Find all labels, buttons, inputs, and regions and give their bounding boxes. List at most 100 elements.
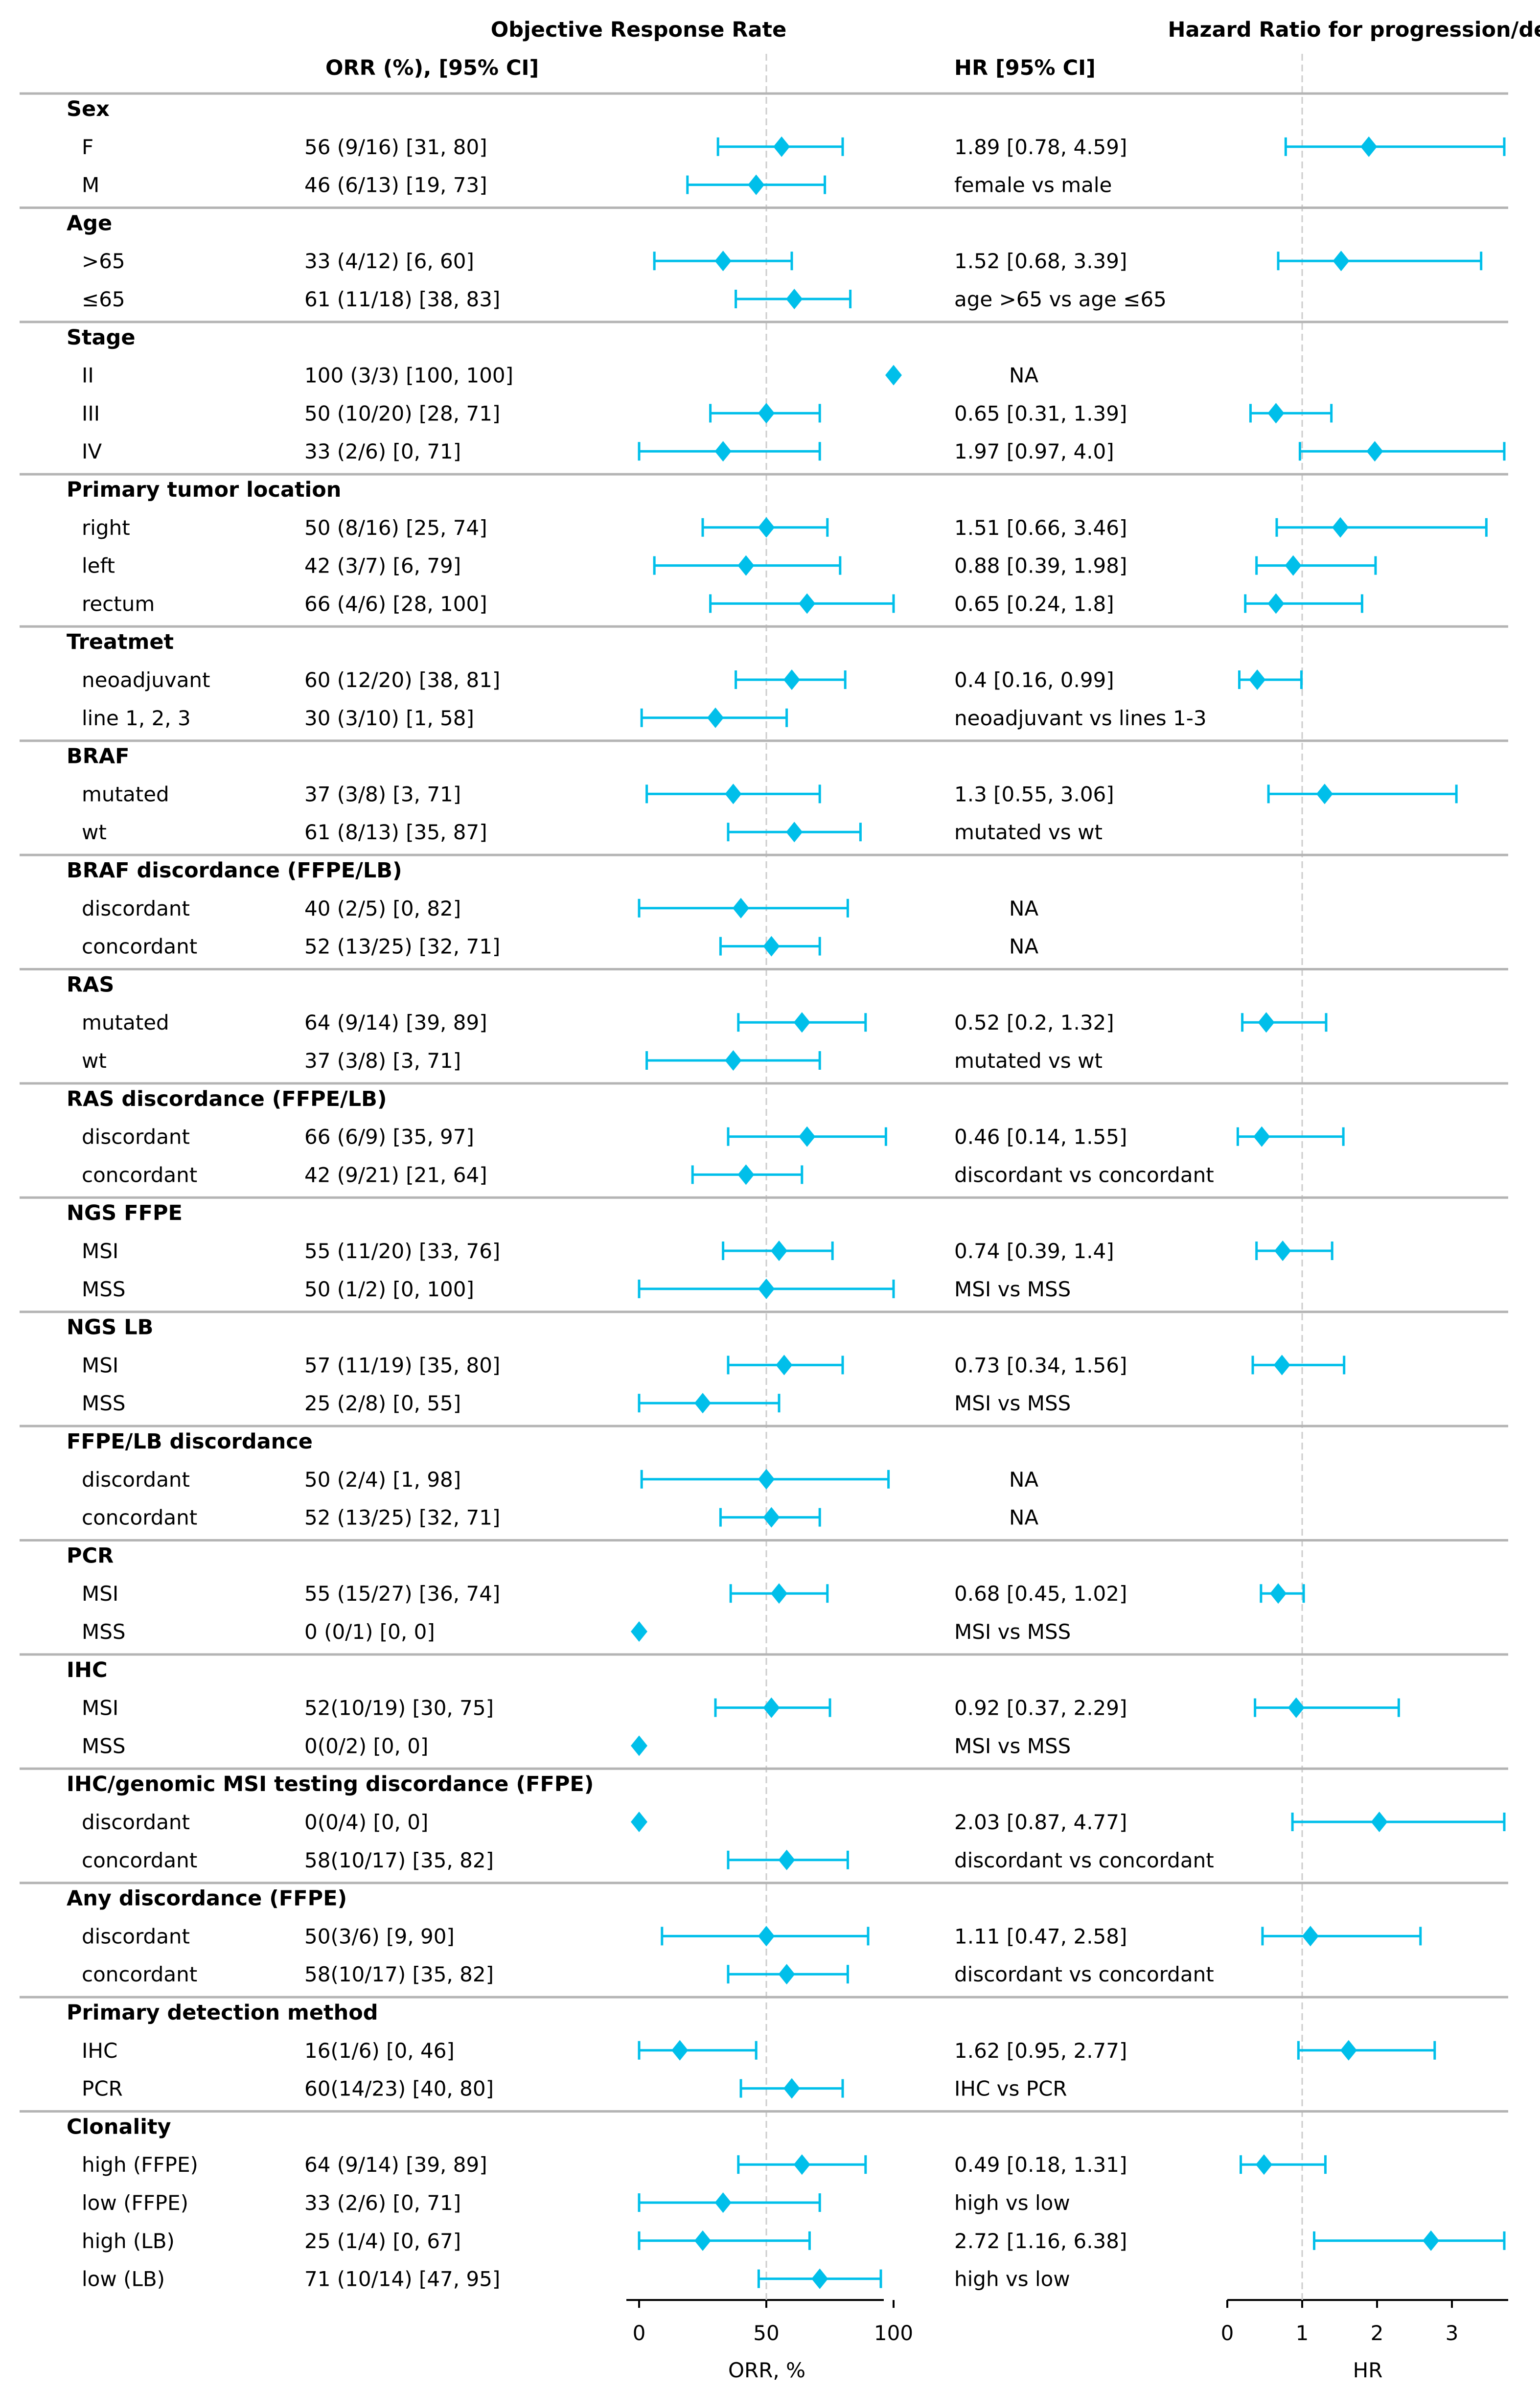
hr-value-text: 1.62 [0.95, 2.77] [954, 2039, 1127, 2063]
orr-value-text: 66 (4/6) [28, 100] [304, 592, 487, 616]
hr-value-text: 1.3 [0.55, 3.06] [954, 782, 1114, 806]
orr-point-marker [778, 1964, 795, 1985]
row-label: rectum [82, 592, 155, 616]
row-label: right [82, 516, 130, 540]
orr-point-marker [737, 555, 755, 576]
row-label: concordant [82, 1962, 197, 1986]
orr-point-marker [799, 1126, 816, 1147]
orr-point-marker [737, 1164, 755, 1185]
hr-column-header: HR [95% CI] [954, 56, 1096, 80]
hr-value-text: NA [1009, 935, 1038, 959]
row-label: concordant [82, 1506, 197, 1530]
hr-value-text: 0.46 [0.14, 1.55] [954, 1125, 1127, 1149]
orr-value-text: 50 (1/2) [0, 100] [304, 1277, 474, 1301]
orr-value-text: 37 (3/8) [3, 71] [304, 782, 461, 806]
orr-value-text: 25 (2/8) [0, 55] [304, 1391, 461, 1415]
orr-value-text: 16(1/6) [0, 46] [304, 2039, 455, 2063]
orr-point-marker [771, 1583, 787, 1604]
group-title: IHC [67, 1658, 108, 1682]
group-title: NGS FFPE [67, 1201, 183, 1225]
forest-body: Sex F 56 (9/16) [31, 80] 1.89 [0.78, 4.59] M… [20, 54, 1508, 2303]
orr-tick-label: 100 [874, 2321, 913, 2345]
orr-point-marker [631, 1621, 647, 1642]
hr-point-marker [1423, 2230, 1440, 2251]
orr-point-marker [694, 2230, 711, 2251]
hr-point-marker [1366, 441, 1383, 462]
row-label: IV [82, 439, 102, 463]
hr-point-marker [1258, 1012, 1275, 1033]
orr-point-marker [778, 1849, 795, 1870]
hr-point-marker [1270, 1583, 1287, 1604]
hr-axis: 0 1 2 3 HR [1221, 2299, 1508, 2382]
hr-point-marker [1285, 555, 1302, 576]
hr-value-text: discordant vs concordant [954, 1962, 1214, 1986]
orr-point-marker [776, 1355, 793, 1376]
hr-point-marker [1333, 251, 1350, 272]
orr-value-text: 71 (10/14) [47, 95] [304, 2267, 500, 2291]
row-label: concordant [82, 1163, 197, 1187]
row-label: mutated [82, 782, 169, 806]
hr-point-marker [1371, 1812, 1388, 1832]
row-label: >65 [82, 249, 125, 273]
row-label: MSI [82, 1239, 118, 1263]
hr-panel-title: Hazard Ratio for progression/death [1168, 18, 1540, 42]
group-title: BRAF discordance (FFPE/LB) [67, 858, 402, 883]
row-label: discordant [82, 1924, 190, 1948]
orr-point-marker [758, 403, 775, 424]
group-title: PCR [67, 1543, 114, 1568]
orr-value-text: 42 (9/21) [21, 64] [304, 1163, 487, 1187]
hr-value-text: MSI vs MSS [954, 1391, 1071, 1415]
row-label: PCR [82, 2077, 123, 2101]
hr-value-text: female vs male [954, 173, 1112, 197]
orr-tick-label: 50 [753, 2321, 779, 2345]
orr-point-marker [748, 174, 765, 195]
orr-point-marker [631, 1812, 647, 1832]
row-label: discordant [82, 1810, 190, 1834]
hr-value-text: IHC vs PCR [954, 2077, 1067, 2101]
orr-value-text: 40 (2/5) [0, 82] [304, 897, 461, 920]
hr-value-text: NA [1009, 1468, 1038, 1492]
hr-point-marker [1249, 669, 1266, 690]
orr-point-marker [714, 251, 732, 272]
orr-point-marker [799, 593, 816, 614]
hr-value-text: NA [1009, 897, 1038, 920]
row-label: neoadjuvant [82, 668, 210, 692]
group-title: Primary tumor location [67, 478, 341, 502]
group-title: Treatmet [67, 630, 174, 654]
hr-value-text: 0.68 [0.45, 1.02] [954, 1582, 1127, 1606]
hr-value-text: 0.65 [0.31, 1.39] [954, 401, 1127, 425]
hr-value-text: NA [1009, 1506, 1038, 1530]
hr-value-text: MSI vs MSS [954, 1620, 1071, 1644]
orr-point-marker [631, 1735, 647, 1756]
orr-point-marker [773, 136, 790, 157]
hr-value-text: 1.89 [0.78, 4.59] [954, 135, 1127, 159]
orr-point-marker [811, 2268, 828, 2289]
row-label: MSS [82, 1620, 126, 1644]
hr-point-marker [1267, 593, 1285, 614]
row-label: MSS [82, 1277, 126, 1301]
hr-value-text: 1.97 [0.97, 4.0] [954, 439, 1114, 463]
row-label: concordant [82, 935, 197, 959]
row-label: wt [82, 1049, 107, 1073]
group-title: FFPE/LB discordance [67, 1429, 313, 1454]
hr-axis-label: HR [1353, 2358, 1383, 2382]
orr-value-text: 57 (11/19) [35, 80] [304, 1353, 500, 1377]
orr-value-text: 61 (11/18) [38, 83] [304, 287, 500, 311]
orr-point-marker [763, 1697, 780, 1718]
row-label: high (LB) [82, 2229, 175, 2253]
row-label: discordant [82, 897, 190, 920]
hr-value-text: 1.51 [0.66, 3.46] [954, 516, 1127, 540]
hr-value-text: mutated vs wt [954, 820, 1103, 844]
hr-value-text: 0.74 [0.39, 1.4] [954, 1239, 1114, 1263]
orr-tick-label: 0 [633, 2321, 646, 2345]
hr-point-marker [1255, 2154, 1272, 2175]
hr-value-text: mutated vs wt [954, 1049, 1103, 1073]
hr-value-text: 0.65 [0.24, 1.8] [954, 592, 1114, 616]
orr-point-marker [763, 936, 780, 957]
orr-value-text: 33 (2/6) [0, 71] [304, 439, 461, 463]
row-label: MSS [82, 1734, 126, 1758]
row-label: M [82, 173, 99, 197]
orr-ticks: 0 50 100 [633, 2300, 913, 2345]
row-label: mutated [82, 1011, 169, 1035]
